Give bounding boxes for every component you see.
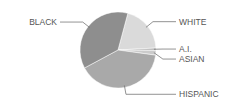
slice-label: HISPANIC [179,89,219,99]
slice-label: BLACK [29,17,57,27]
labels: WHITE A.I.ASIAN HISPANIC BLACK [29,17,218,100]
leader-line [60,22,90,28]
slice [80,12,128,68]
leader-line [124,85,176,94]
slices [80,12,156,88]
slice-label: ASIAN [179,54,205,64]
leader-line [146,22,176,28]
leader-line [154,49,176,50]
leader-line [154,53,176,59]
chart: WHITE A.I.ASIAN HISPANIC BLACK [0,0,240,100]
slice-label: WHITE [179,17,207,27]
slice-label: A.I. [179,44,192,54]
